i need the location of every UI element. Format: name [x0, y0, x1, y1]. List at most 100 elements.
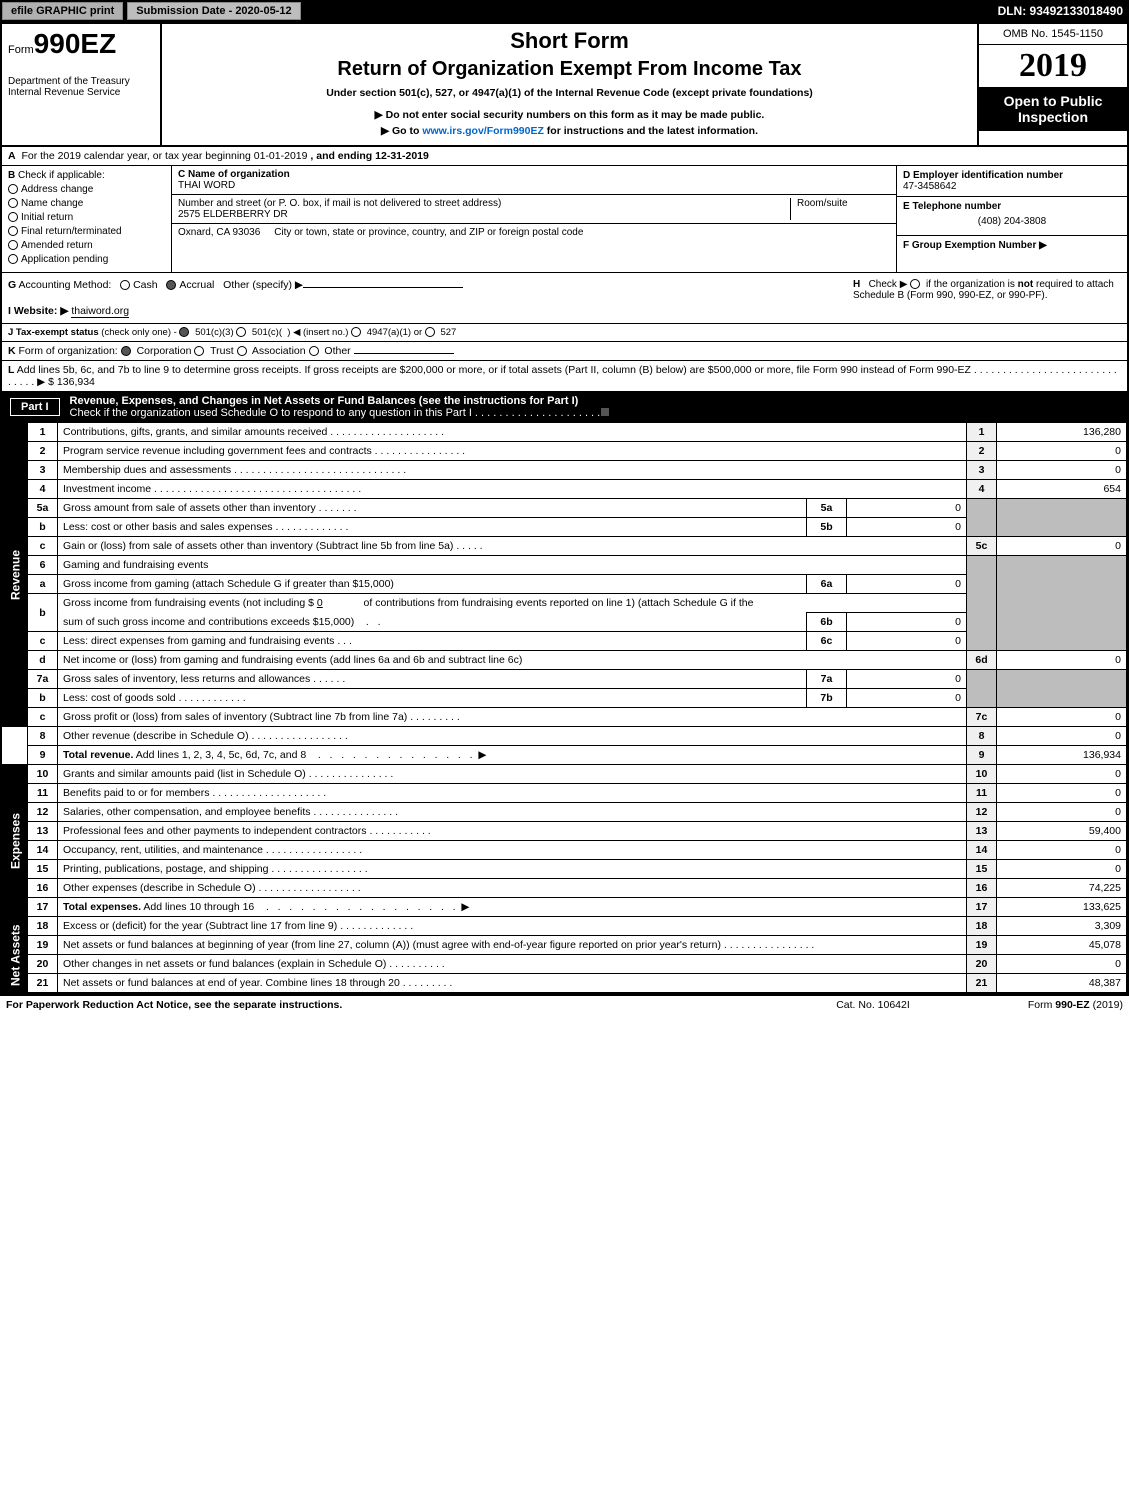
line-num: 3 [28, 461, 58, 480]
radio-trust[interactable] [194, 346, 204, 356]
line8-desc: Other revenue (describe in Schedule O) .… [58, 727, 967, 746]
line9-amount: 136,934 [997, 746, 1127, 765]
footer-paperwork: For Paperwork Reduction Act Notice, see … [6, 999, 773, 1011]
line-num: 16 [28, 879, 58, 898]
line5c-amount: 0 [997, 537, 1127, 556]
line-num: 13 [28, 822, 58, 841]
other-label: Other (specify) ▶ [223, 279, 303, 291]
table-row: 19 Net assets or fund balances at beginn… [3, 936, 1127, 955]
line5a-sub: 5a [807, 499, 847, 518]
line11-amount: 0 [997, 784, 1127, 803]
cash-label: Cash [133, 279, 158, 291]
line1-amount: 136,280 [997, 423, 1127, 442]
line1-desc: Contributions, gifts, grants, and simila… [58, 423, 967, 442]
irs-link[interactable]: www.irs.gov/Form990EZ [422, 125, 544, 137]
line6d-desc: Net income or (loss) from gaming and fun… [58, 651, 967, 670]
line12-num: 12 [967, 803, 997, 822]
line-num: 10 [28, 765, 58, 784]
section-a-row: A For the 2019 calendar year, or tax yea… [2, 147, 1127, 166]
table-row: Revenue 1 Contributions, gifts, grants, … [3, 423, 1127, 442]
line11-num: 11 [967, 784, 997, 803]
line-num: c [28, 632, 58, 651]
opt-initial-return: Initial return [21, 212, 73, 223]
revenue-sidelabel: Revenue [3, 423, 28, 727]
line5c-num: 5c [967, 537, 997, 556]
line16-desc: Other expenses (describe in Schedule O) … [58, 879, 967, 898]
section-a-ending: , and ending 12-31-2019 [310, 150, 428, 162]
under-section-text: Under section 501(c), 527, or 4947(a)(1)… [170, 87, 969, 99]
line8-amount: 0 [997, 727, 1127, 746]
city-label: City or town, state or province, country… [274, 227, 583, 238]
checkbox-name-change[interactable] [8, 198, 18, 208]
part1-label: Part I [10, 398, 60, 416]
radio-501c[interactable] [236, 327, 246, 337]
line4-amount: 654 [997, 480, 1127, 499]
line-num: 5a [28, 499, 58, 518]
line4-desc: Investment income . . . . . . . . . . . … [58, 480, 967, 499]
radio-association[interactable] [237, 346, 247, 356]
section-k-row: K Form of organization: Corporation Trus… [2, 342, 1127, 361]
checkbox-initial-return[interactable] [8, 212, 18, 222]
radio-other-org[interactable] [309, 346, 319, 356]
netassets-sidelabel: Net Assets [3, 917, 28, 993]
table-row: 20 Other changes in net assets or fund b… [3, 955, 1127, 974]
expenses-sidelabel: Expenses [3, 765, 28, 917]
line14-num: 14 [967, 841, 997, 860]
k-text: Form of organization: Corporation Trust … [19, 345, 454, 357]
part1-title: Revenue, Expenses, and Changes in Net As… [70, 395, 579, 407]
radio-501c3[interactable] [179, 327, 189, 337]
section-j-row: J Tax-exempt status (check only one) - 5… [2, 324, 1127, 342]
table-row: 7a Gross sales of inventory, less return… [3, 670, 1127, 689]
line5a-subval: 0 [847, 499, 967, 518]
line10-num: 10 [967, 765, 997, 784]
radio-4947[interactable] [351, 327, 361, 337]
opt-final-return: Final return/terminated [21, 226, 122, 237]
checkbox-application-pending[interactable] [8, 254, 18, 264]
line17-amount: 133,625 [997, 898, 1127, 917]
checkbox-amended-return[interactable] [8, 240, 18, 250]
line7a-subval: 0 [847, 670, 967, 689]
table-row: d Net income or (loss) from gaming and f… [3, 651, 1127, 670]
table-row: 16 Other expenses (describe in Schedule … [3, 879, 1127, 898]
section-b: B Check if applicable: Address change Na… [2, 166, 172, 272]
h-label: H [853, 279, 860, 290]
dln-label: DLN: 93492133018490 [998, 4, 1129, 18]
header-right: OMB No. 1545-1150 2019 Open to Public In… [977, 24, 1127, 145]
h-text: Check ▶ if the organization is not requi… [853, 279, 1114, 301]
line12-desc: Salaries, other compensation, and employ… [58, 803, 967, 822]
line7c-num: 7c [967, 708, 997, 727]
short-form-title: Short Form [170, 28, 969, 54]
submission-date-label: Submission Date - 2020-05-12 [127, 2, 300, 20]
section-h: H Check ▶ if the organization is not req… [847, 273, 1127, 323]
table-row: 8 Other revenue (describe in Schedule O)… [3, 727, 1127, 746]
shaded-cell [997, 499, 1127, 537]
line-num: 2 [28, 442, 58, 461]
radio-corporation[interactable] [121, 346, 131, 356]
radio-cash[interactable] [120, 280, 130, 290]
line6b-amount-incl: 0 [317, 597, 323, 609]
efile-print-button[interactable]: efile GRAPHIC print [2, 2, 123, 20]
part1-header: Part I Revenue, Expenses, and Changes in… [2, 392, 1127, 422]
info-grid: B Check if applicable: Address change Na… [2, 166, 1127, 273]
line15-amount: 0 [997, 860, 1127, 879]
radio-527[interactable] [425, 327, 435, 337]
line16-amount: 74,225 [997, 879, 1127, 898]
line12-amount: 0 [997, 803, 1127, 822]
line21-amount: 48,387 [997, 974, 1127, 993]
shaded-cell [997, 556, 1127, 651]
line2-num: 2 [967, 442, 997, 461]
line-num: 11 [28, 784, 58, 803]
d-ein-label: D Employer identification number [903, 170, 1063, 181]
form-prefix: Form [8, 44, 34, 56]
line-num: 9 [28, 746, 58, 765]
checkbox-schedule-b[interactable] [910, 279, 920, 289]
radio-accrual[interactable] [166, 280, 176, 290]
footer-formref: Form 990-EZ (2019) [973, 999, 1123, 1011]
checkbox-schedule-o[interactable] [600, 407, 610, 417]
table-row: 14 Occupancy, rent, utilities, and maint… [3, 841, 1127, 860]
checkbox-address-change[interactable] [8, 184, 18, 194]
checkbox-final-return[interactable] [8, 226, 18, 236]
org-address: 2575 ELDERBERRY DR [178, 209, 288, 220]
section-l-row: L Add lines 5b, 6c, and 7b to line 9 to … [2, 361, 1127, 392]
j-text: (check only one) - 501(c)(3) 501(c)( ) ◀… [101, 327, 456, 338]
